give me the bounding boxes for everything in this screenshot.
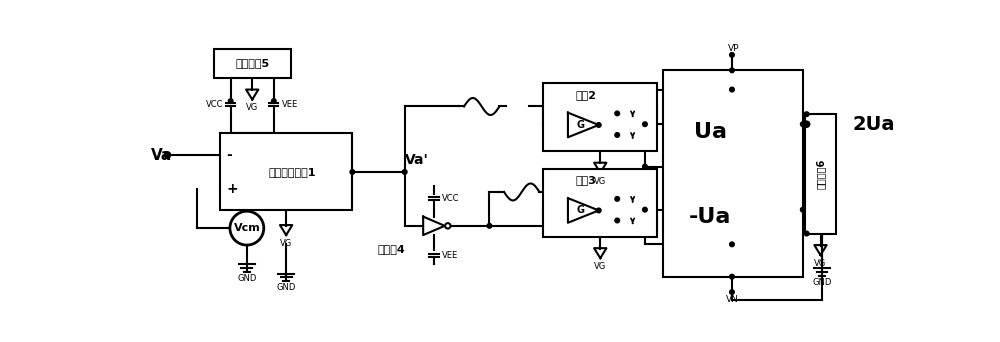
Text: VN: VN	[726, 295, 738, 304]
Circle shape	[730, 53, 734, 57]
Circle shape	[730, 87, 734, 92]
Circle shape	[804, 112, 809, 117]
Circle shape	[615, 133, 620, 137]
Circle shape	[230, 211, 264, 245]
Text: VG: VG	[246, 103, 258, 112]
Circle shape	[730, 242, 734, 247]
Text: Va': Va'	[405, 154, 429, 167]
Text: 功放3: 功放3	[575, 175, 596, 185]
Circle shape	[643, 122, 647, 127]
Text: 功放2: 功放2	[575, 90, 596, 100]
Circle shape	[487, 224, 492, 228]
Circle shape	[445, 223, 451, 228]
Text: 2Ua: 2Ua	[853, 115, 895, 134]
Circle shape	[804, 231, 809, 236]
Circle shape	[800, 207, 805, 212]
Bar	[220, 133, 352, 210]
Text: VEE: VEE	[282, 100, 298, 109]
Text: VCC: VCC	[442, 194, 459, 202]
Text: Vcm: Vcm	[233, 223, 260, 233]
Text: GND: GND	[812, 278, 832, 287]
Circle shape	[615, 197, 620, 201]
Polygon shape	[568, 198, 599, 223]
Circle shape	[730, 274, 734, 279]
Text: G: G	[576, 206, 584, 215]
Circle shape	[643, 207, 647, 212]
Text: 运放电源5: 运放电源5	[235, 58, 269, 68]
Text: VG: VG	[594, 262, 606, 271]
Text: 差分放大电路1: 差分放大电路1	[269, 167, 316, 177]
Text: Ua: Ua	[694, 122, 727, 142]
Bar	[805, 114, 836, 234]
Text: GND: GND	[237, 274, 257, 283]
Bar	[543, 169, 657, 237]
Polygon shape	[423, 216, 445, 235]
Text: 动力电源6: 动力电源6	[816, 158, 826, 188]
Bar	[663, 70, 803, 277]
Circle shape	[643, 164, 647, 169]
Circle shape	[596, 123, 601, 127]
Circle shape	[402, 170, 407, 174]
Circle shape	[730, 290, 734, 294]
Text: -: -	[226, 148, 232, 162]
Circle shape	[164, 152, 171, 158]
Bar	[214, 49, 291, 78]
Text: GND: GND	[276, 283, 296, 292]
Text: VG: VG	[280, 239, 292, 248]
Text: VG: VG	[594, 177, 606, 186]
Text: VP: VP	[728, 44, 739, 53]
Circle shape	[800, 122, 805, 127]
Text: 反相器4: 反相器4	[378, 244, 405, 254]
Circle shape	[228, 99, 233, 103]
Text: Va: Va	[151, 147, 172, 162]
Text: VEE: VEE	[442, 251, 458, 260]
Circle shape	[804, 121, 810, 127]
Circle shape	[615, 111, 620, 116]
Bar	[543, 83, 657, 151]
Text: VCC: VCC	[205, 100, 223, 109]
Text: VG: VG	[814, 259, 827, 268]
Polygon shape	[568, 113, 599, 137]
Circle shape	[730, 68, 734, 73]
Circle shape	[271, 99, 276, 103]
Text: -Ua: -Ua	[689, 207, 732, 227]
Text: +: +	[226, 182, 238, 196]
Circle shape	[615, 218, 620, 223]
Text: G: G	[576, 120, 584, 130]
Circle shape	[350, 170, 355, 174]
Circle shape	[596, 208, 601, 213]
